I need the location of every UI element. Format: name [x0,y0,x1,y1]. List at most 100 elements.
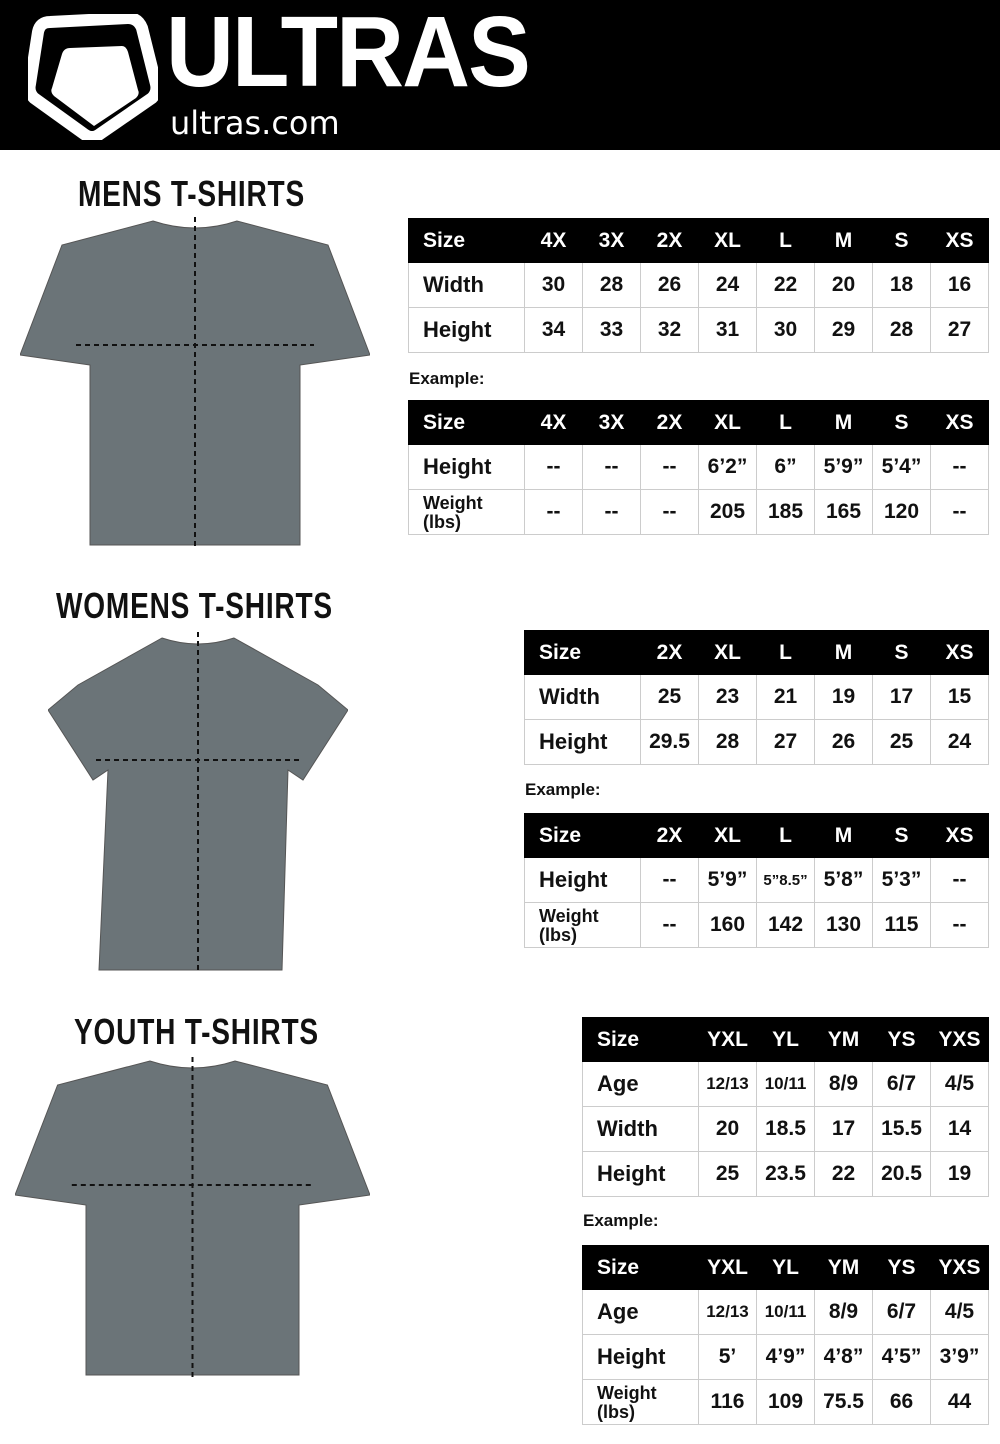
value-cell: 142 [756,902,815,948]
header-cell: S [872,218,931,263]
womens-t-shirt-image [47,630,349,980]
table-row: Height 5’ 4’9” 4’8” 4’5” 3’9” [582,1334,989,1380]
value-cell: 6/7 [872,1061,931,1107]
value-cell: 109 [756,1379,815,1425]
value-cell: 20 [814,262,873,308]
value-cell: -- [930,489,989,535]
row-label: Weight (lbs) [582,1379,699,1425]
value-cell: 30 [524,262,583,308]
row-label: Age [582,1289,699,1335]
table-header-row: Size 2X XL L M S XS [524,813,989,858]
header-cell: M [814,813,873,858]
header-cell: 2X [640,813,699,858]
value-cell: -- [640,444,699,490]
womens-section-title: WOMENS T-SHIRTS [56,585,333,626]
table-row: Height 34 33 32 31 30 29 28 27 [408,307,989,353]
value-cell: 19 [814,674,873,720]
value-cell: 29 [814,307,873,353]
header-cell: L [756,400,815,445]
value-cell: 120 [872,489,931,535]
brand-header: ULTRAS ultras.com [0,0,1000,150]
value-cell: 12/13 [698,1061,757,1107]
value-cell: -- [524,444,583,490]
value-cell: 10/11 [756,1061,815,1107]
row-label: Width [524,674,641,720]
value-cell: 25 [640,674,699,720]
womens-example-table: Size 2X XL L M S XS Height -- 5’9” 5”8.5” 5’8” 5’3” -… [524,813,989,948]
value-cell: 22 [756,262,815,308]
value-cell: 17 [872,674,931,720]
value-cell: 15 [930,674,989,720]
value-cell: 20 [698,1106,757,1152]
header-cell: XS [930,218,989,263]
header-cell: XS [930,400,989,445]
value-cell: 185 [756,489,815,535]
header-cell: YL [756,1245,815,1290]
table-header-row: Size 2X XL L M S XS [524,630,989,675]
header-cell: Size [524,813,641,858]
value-cell: 27 [930,307,989,353]
value-cell: 5’9” [698,857,757,903]
row-label: Height [582,1151,699,1197]
value-cell: 4/5 [930,1061,989,1107]
header-cell: YM [814,1017,873,1062]
table-header-row: Size YXL YL YM YS YXS [582,1017,989,1062]
value-cell: 130 [814,902,873,948]
value-cell: -- [930,902,989,948]
brand-name: ULTRAS [166,0,531,108]
header-cell: 4X [524,218,583,263]
value-cell: 23 [698,674,757,720]
header-cell: Size [582,1017,699,1062]
header-cell: XL [698,813,757,858]
table-row: Height -- 5’9” 5”8.5” 5’8” 5’3” -- [524,857,989,903]
table-row: Width 30 28 26 24 22 20 18 16 [408,262,989,308]
value-cell: 29.5 [640,719,699,765]
table-row: Width 20 18.5 17 15.5 14 [582,1106,989,1152]
table-row: Weight (lbs) -- -- -- 205 185 165 120 -- [408,489,989,535]
value-cell: 205 [698,489,757,535]
row-label: Height [524,719,641,765]
header-cell: YS [872,1245,931,1290]
header-cell: YXL [698,1245,757,1290]
table-row: Height -- -- -- 6’2” 6” 5’9” 5’4” -- [408,444,989,490]
value-cell: 8/9 [814,1289,873,1335]
row-label: Height [408,444,525,490]
value-cell: 5’4” [872,444,931,490]
row-label: Width [408,262,525,308]
value-cell: 18.5 [756,1106,815,1152]
value-cell: 165 [814,489,873,535]
row-label: Width [582,1106,699,1152]
header-cell: 3X [582,400,641,445]
value-cell: 66 [872,1379,931,1425]
value-cell: 19 [930,1151,989,1197]
value-cell: 24 [698,262,757,308]
value-cell: 10/11 [756,1289,815,1335]
value-cell: 22 [814,1151,873,1197]
value-cell: 5’ [698,1334,757,1380]
value-cell: -- [640,489,699,535]
value-cell: 4’9” [756,1334,815,1380]
value-cell: -- [930,444,989,490]
site-url[interactable]: ultras.com [170,104,340,142]
value-cell: -- [640,902,699,948]
header-cell: M [814,400,873,445]
value-cell: 115 [872,902,931,948]
value-cell: 44 [930,1379,989,1425]
value-cell: 6” [756,444,815,490]
header-cell: YXS [930,1245,989,1290]
row-label: Height [524,857,641,903]
header-cell: XS [930,813,989,858]
row-label: Height [408,307,525,353]
table-row: Age 12/13 10/11 8/9 6/7 4/5 [582,1061,989,1107]
header-cell: S [872,813,931,858]
mens-size-table: Size 4X 3X 2X XL L M S XS Width 30 28 26 24 22 20 18 16 He… [408,218,989,353]
header-cell: YL [756,1017,815,1062]
header-cell: M [814,630,873,675]
header-cell: S [872,630,931,675]
youth-section-title: YOUTH T-SHIRTS [74,1011,319,1052]
header-cell: XL [698,630,757,675]
value-cell: 12/13 [698,1289,757,1335]
header-cell: XS [930,630,989,675]
value-cell: 4/5 [930,1289,989,1335]
value-cell: 3’9” [930,1334,989,1380]
